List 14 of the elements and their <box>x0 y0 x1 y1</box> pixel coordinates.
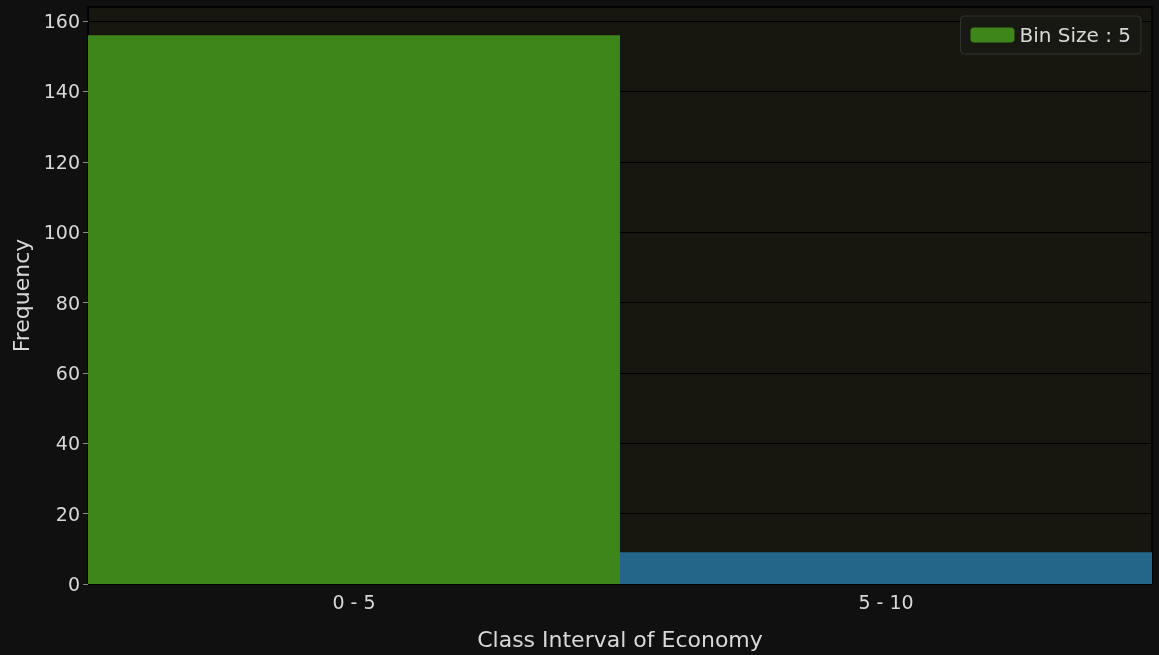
x-tick-label: 0 - 5 <box>332 590 376 613</box>
y-tick-label: 120 <box>43 150 80 173</box>
y-tick-label: 20 <box>55 502 80 525</box>
legend-label: Bin Size : 5 <box>1019 23 1131 47</box>
x-axis-title: Class Interval of Economy <box>477 626 763 652</box>
y-tick-label: 160 <box>43 10 80 33</box>
y-tick-label: 80 <box>55 291 80 314</box>
y-axis-title: Frequency <box>8 238 34 353</box>
y-tick-label: 40 <box>55 432 80 455</box>
y-tick-label: 0 <box>67 573 80 595</box>
y-tick-label: 100 <box>43 221 80 244</box>
x-tick-label: 5 - 10 <box>858 590 914 613</box>
y-tick-label: 140 <box>43 80 80 103</box>
y-tick-label: 60 <box>55 361 80 384</box>
